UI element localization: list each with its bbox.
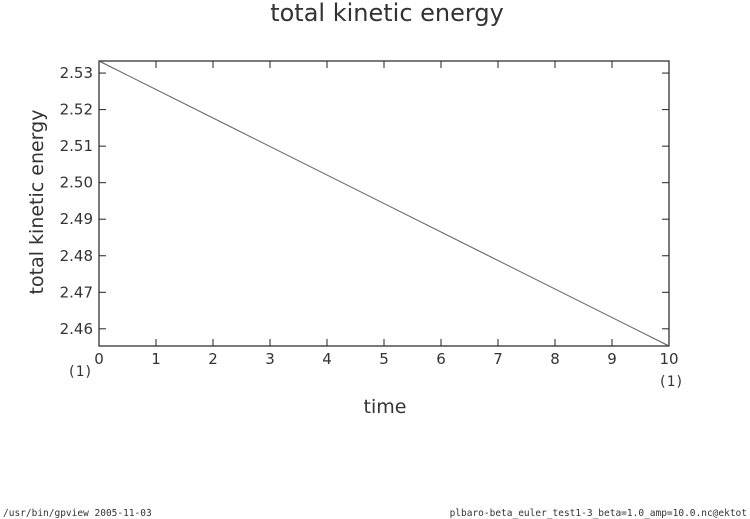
y-tick-label: 2.47 (60, 283, 93, 301)
x-tick-label: 1 (151, 350, 161, 368)
y-tick-label: 2.49 (60, 210, 93, 228)
x-tick-label: 10 (659, 350, 678, 368)
y-tick-label: 2.50 (60, 174, 93, 192)
x-scale-note-right: (1) (658, 374, 683, 390)
y-axis: 2.46 2.47 2.48 2.49 2.50 2.51 2.52 2.53 (60, 64, 669, 338)
x-axis: 0 1 2 3 4 5 6 7 8 9 10 (94, 61, 679, 368)
y-axis-label: total kinetic energy (26, 110, 48, 295)
x-axis-label: time (364, 396, 407, 418)
y-tick-label: 2.51 (60, 137, 93, 155)
x-scale-note-left: (1) (67, 364, 92, 380)
x-tick-label: 2 (208, 350, 218, 368)
y-tick-label: 2.48 (60, 247, 93, 265)
y-tick-label: 2.53 (60, 64, 93, 82)
x-tick-label: 3 (265, 350, 275, 368)
y-tick-label: 2.46 (60, 320, 93, 338)
x-tick-label: 0 (94, 350, 104, 368)
chart-title: total kinetic energy (270, 0, 504, 27)
y-tick-label: 2.52 (60, 101, 93, 119)
series-layer (98, 60, 670, 347)
x-tick-label: 9 (607, 350, 617, 368)
series-line (98, 60, 670, 347)
x-tick-label: 7 (493, 350, 503, 368)
footer-left: /usr/bin/gpview 2005-11-03 (3, 508, 152, 519)
x-tick-label: 5 (379, 350, 389, 368)
x-tick-label: 8 (550, 350, 560, 368)
x-tick-label: 4 (322, 350, 332, 368)
footer-right: plbaro-beta_euler_test1-3_beta=1.0_amp=1… (450, 508, 747, 519)
x-tick-label: 6 (436, 350, 446, 368)
